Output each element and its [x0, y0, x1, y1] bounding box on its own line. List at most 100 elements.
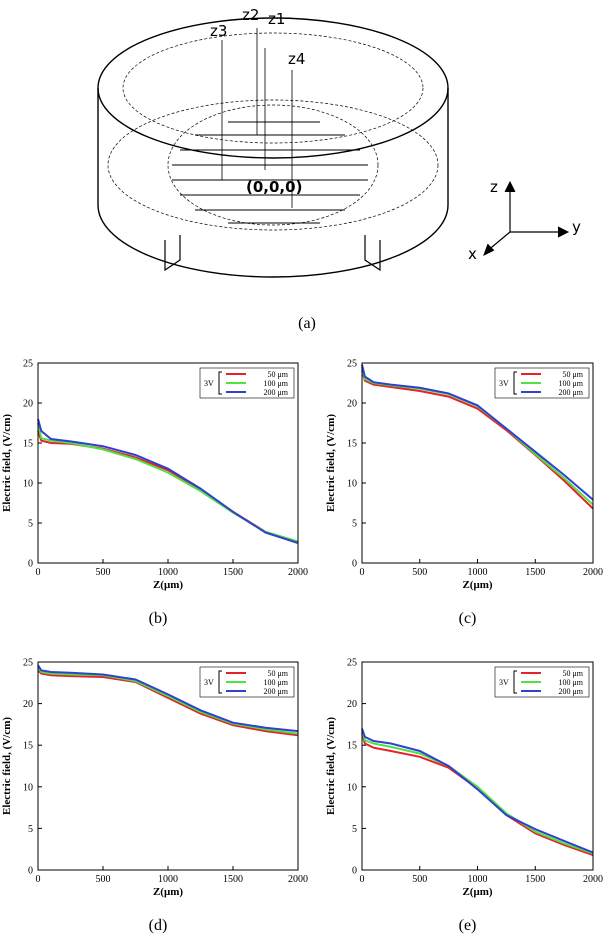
y-axis-label: Electric field, (V/cm)	[1, 414, 13, 512]
diagram	[97, 17, 570, 278]
x-axis-label: Z(μm)	[153, 886, 183, 898]
legend-box	[199, 367, 295, 399]
zone-label: z3	[210, 22, 227, 40]
y-tick-label: 25	[347, 658, 357, 669]
x-tick-label: 2000	[288, 567, 308, 578]
y-tick-label: 20	[23, 699, 33, 710]
x-tick-label: 1500	[223, 874, 243, 885]
y-tick-label: 5	[352, 519, 357, 530]
x-tick-label: 0	[360, 874, 365, 885]
data-line	[37, 667, 299, 735]
y-tick-label: 15	[347, 741, 357, 752]
x-axis-label: Z(μm)	[462, 579, 492, 591]
chart: 0 5 10 15 20 25 0 500 1000 1500 2000 Z(μm) Electric …	[1, 359, 308, 628]
x-tick-label: 0	[36, 874, 41, 885]
panel-caption: (d)	[149, 917, 168, 934]
legend-label: 50 μm	[267, 370, 288, 379]
data-line	[361, 728, 594, 854]
axis-name: y	[572, 218, 581, 236]
legend-label: 50 μm	[562, 669, 583, 678]
data-line	[361, 364, 594, 501]
legend-bracket	[513, 670, 517, 694]
y-tick-label: 20	[347, 399, 357, 410]
x-tick-label: 1000	[468, 874, 488, 885]
panel-caption: (b)	[149, 610, 168, 627]
chart: 0 5 10 15 20 25 0 500 1000 1500 2000 Z(μm) Electric …	[325, 359, 603, 628]
zone-label: z4	[288, 50, 305, 68]
y-tick-label: 10	[23, 479, 33, 490]
y-tick-label: 25	[347, 359, 357, 370]
legend-title: 3V	[204, 379, 214, 388]
y-tick-label: 0	[28, 559, 33, 570]
plot-frame	[361, 661, 594, 871]
y-tick-label: 0	[352, 866, 357, 877]
y-tick-label: 5	[352, 824, 357, 835]
legend-bracket	[513, 371, 517, 395]
x-tick-label: 500	[412, 874, 427, 885]
data-line	[37, 664, 299, 733]
y-tick-label: 0	[28, 866, 33, 877]
x-axis-label: Z(μm)	[462, 886, 492, 898]
legend-title: 3V	[499, 379, 509, 388]
data-line	[361, 729, 594, 855]
y-tick-label: 25	[23, 359, 33, 370]
legend-label: 200 μm	[263, 388, 288, 397]
legend-label: 100 μm	[558, 678, 583, 687]
legend-label: 200 μm	[558, 388, 583, 397]
zone-label: z1	[268, 10, 285, 28]
plot-frame	[37, 661, 299, 871]
legend-label: 200 μm	[263, 687, 288, 696]
axis-name: x	[468, 245, 477, 263]
y-tick-label: 5	[28, 824, 33, 835]
plot-frame	[361, 362, 594, 564]
data-line	[37, 422, 299, 543]
x-tick-label: 1000	[468, 567, 488, 578]
zone-label: z2	[242, 6, 259, 24]
y-axis-label: Electric field, (V/cm)	[325, 717, 337, 815]
x-tick-label: 0	[360, 567, 365, 578]
legend-label: 100 μm	[263, 678, 288, 687]
data-line	[37, 430, 299, 544]
y-tick-label: 20	[23, 399, 33, 410]
legend-title: 3V	[204, 678, 214, 687]
panel-caption: (c)	[459, 610, 477, 627]
y-tick-label: 15	[347, 439, 357, 450]
legend-label: 50 μm	[562, 370, 583, 379]
x-tick-label: 1000	[158, 567, 178, 578]
y-axis-label: Electric field, (V/cm)	[1, 717, 13, 815]
legend-bracket	[218, 371, 222, 395]
x-tick-label: 2000	[288, 874, 308, 885]
x-tick-label: 0	[36, 567, 41, 578]
plot-frame	[37, 362, 299, 564]
y-tick-label: 25	[23, 658, 33, 669]
x-tick-label: 2000	[583, 874, 603, 885]
legend-label: 50 μm	[267, 669, 288, 678]
x-tick-label: 1500	[525, 874, 545, 885]
panel-caption: (a)	[298, 315, 316, 332]
legend-bracket	[218, 670, 222, 694]
chart: 0 5 10 15 20 25 0 500 1000 1500 2000 Z(μm) Electric …	[1, 658, 308, 935]
y-tick-label: 15	[23, 741, 33, 752]
origin-label: (0,0,0)	[246, 178, 302, 196]
data-line	[37, 418, 299, 544]
x-axis-label: Z(μm)	[153, 579, 183, 591]
y-tick-label: 10	[347, 479, 357, 490]
y-tick-label: 20	[347, 699, 357, 710]
y-tick-label: 0	[352, 559, 357, 570]
x-tick-label: 500	[412, 567, 427, 578]
x-tick-label: 2000	[583, 567, 603, 578]
legend-box	[494, 367, 590, 399]
x-tick-label: 1500	[223, 567, 243, 578]
x-tick-label: 1500	[525, 567, 545, 578]
legend-label: 100 μm	[558, 379, 583, 388]
data-line	[361, 732, 594, 856]
legend-box	[199, 666, 295, 698]
legend-title: 3V	[499, 678, 509, 687]
x-tick-label: 1000	[158, 874, 178, 885]
x-tick-label: 500	[96, 567, 111, 578]
x-tick-label: 500	[96, 874, 111, 885]
y-tick-label: 15	[23, 439, 33, 450]
panel-caption: (e)	[459, 917, 477, 934]
y-tick-label: 5	[28, 519, 33, 530]
